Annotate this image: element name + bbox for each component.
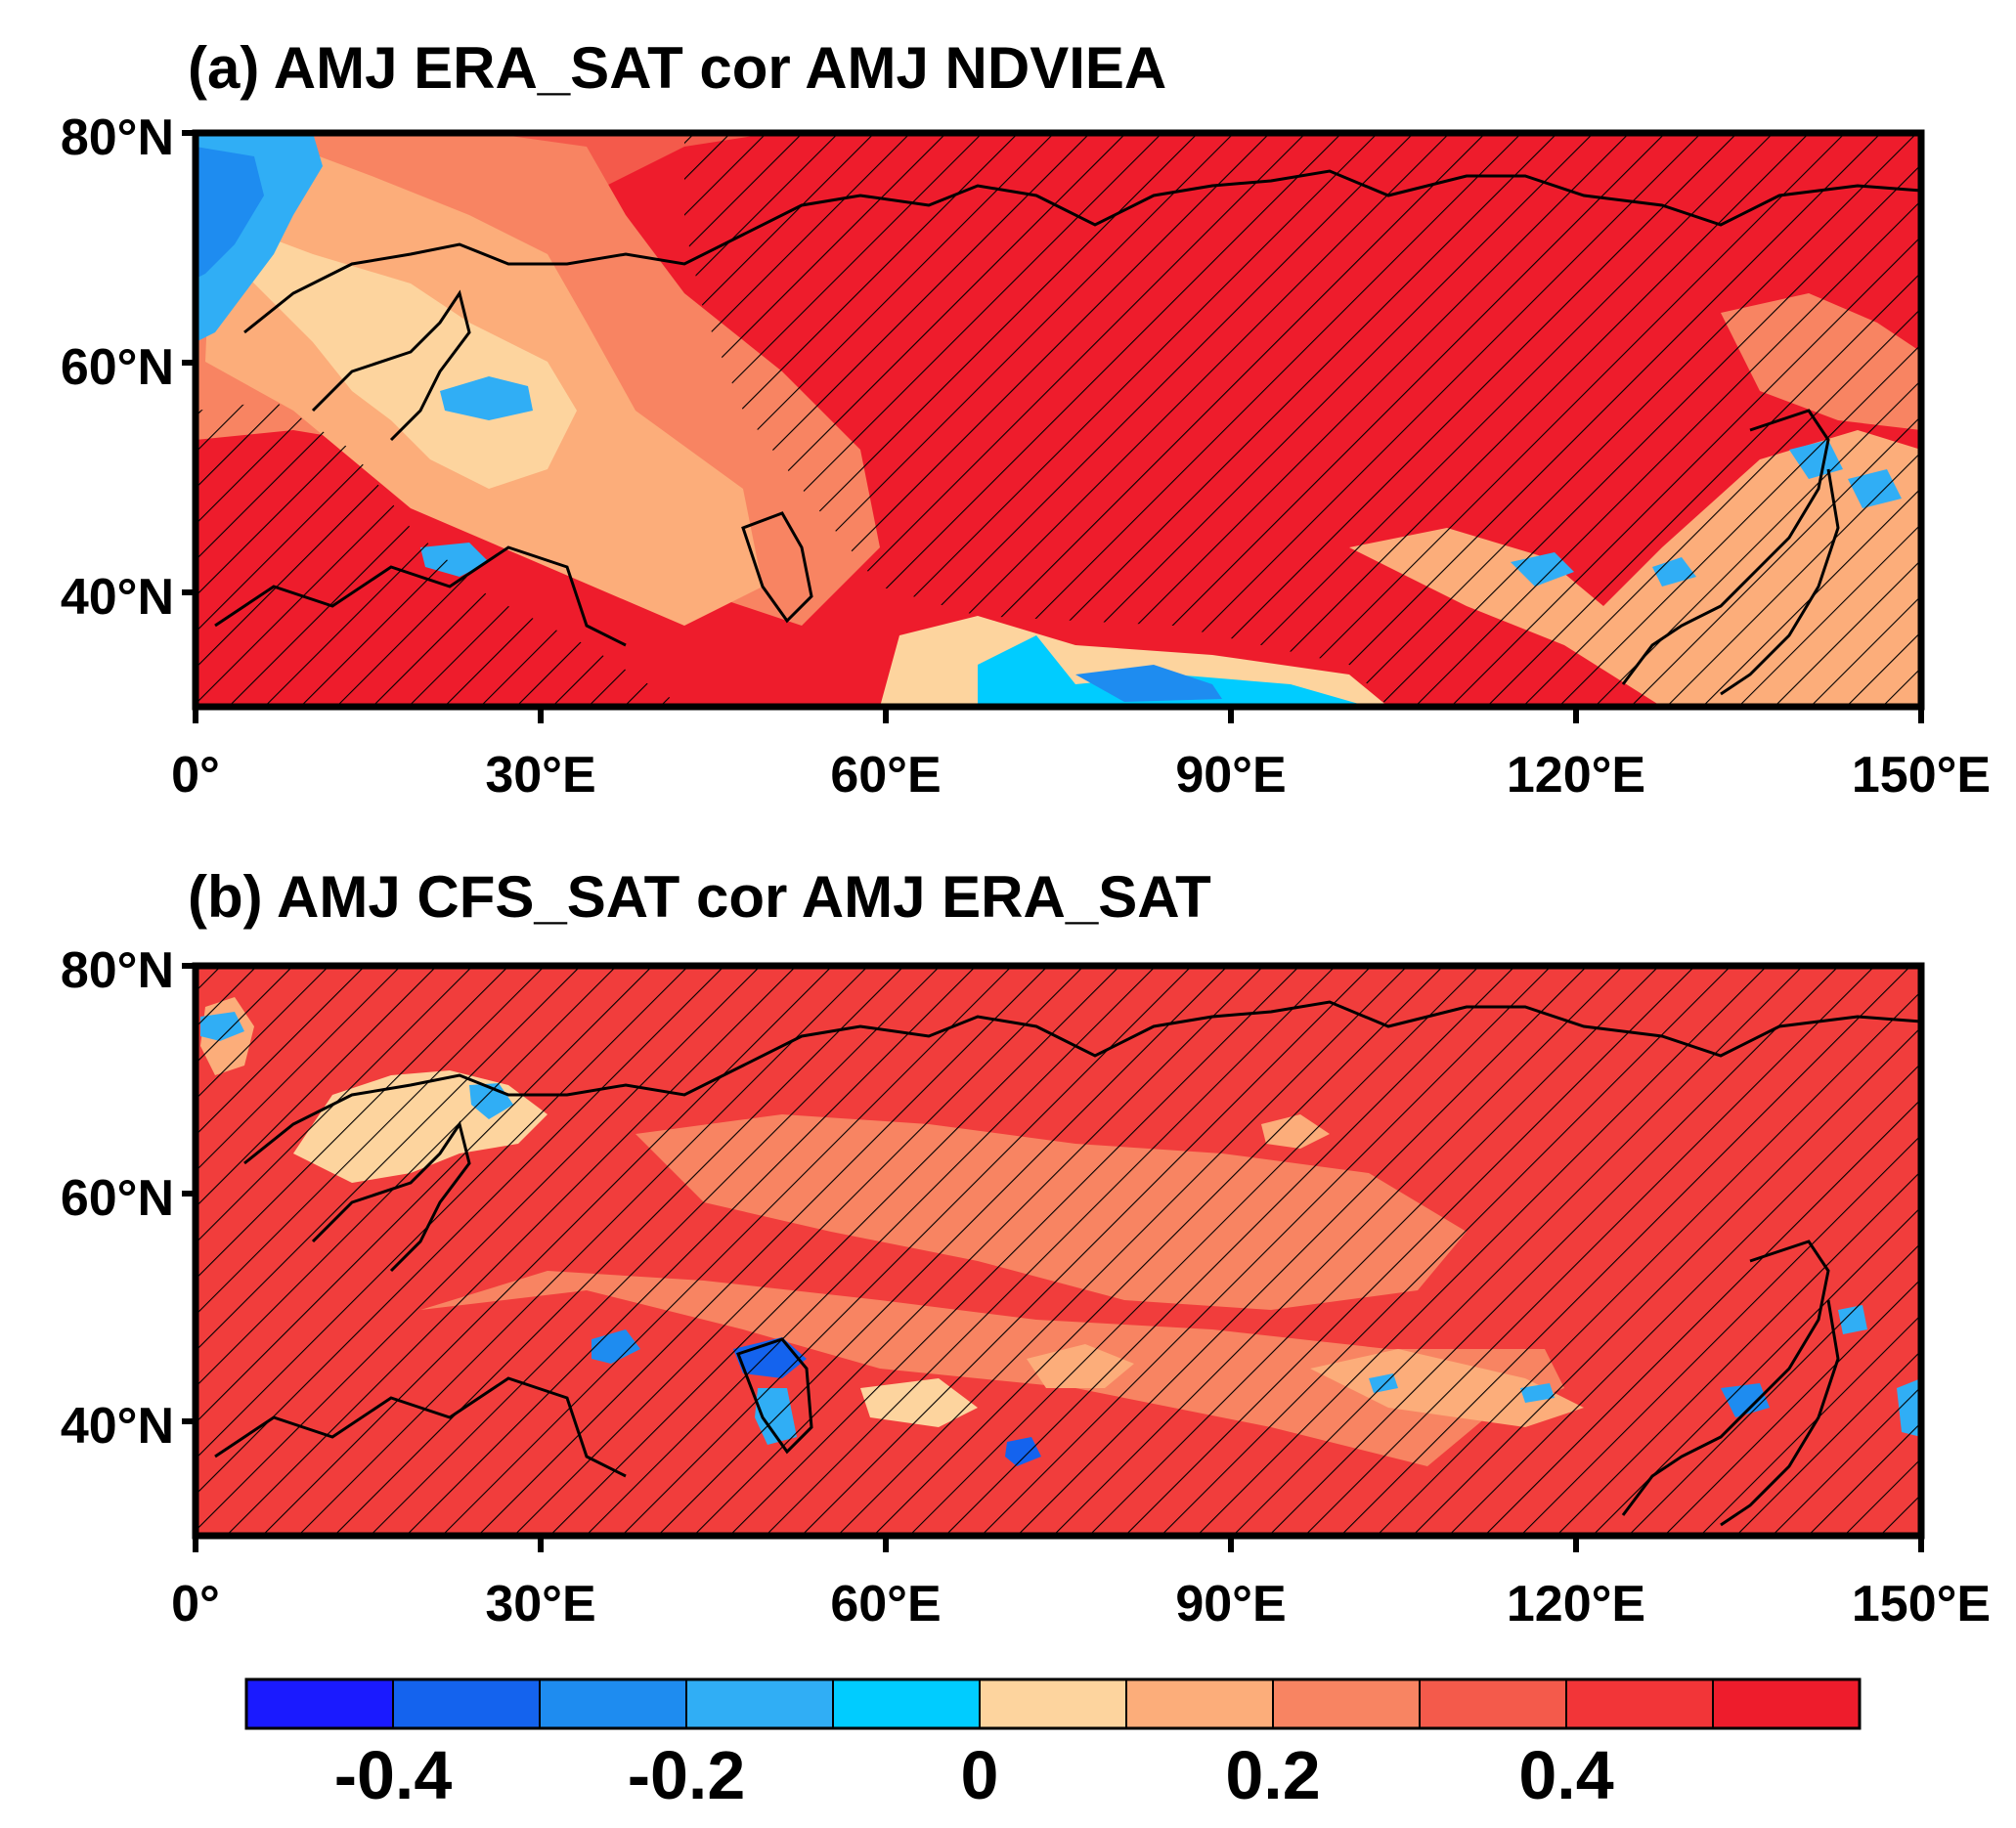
colorbar-swatch: [392, 1678, 541, 1729]
colorbar-label-m04: -0.4: [334, 1737, 453, 1813]
panel-a-coastline: [243, 169, 1921, 334]
colorbar-swatch: [685, 1678, 834, 1729]
panel-b-coast-baltic: [311, 1120, 471, 1273]
panel-b-lon-120: 120°E: [1507, 1576, 1645, 1632]
panel-b: (b) AMJ CFS_SAT cor AMJ ERA_SAT: [61, 864, 1991, 1632]
colorbar-swatch: [1565, 1678, 1714, 1729]
panel-a-lat-40: 40°N: [61, 569, 174, 626]
panel-a-lat-60: 60°N: [61, 339, 174, 396]
panel-b-coast-caspian: [736, 1337, 813, 1455]
panel-a-lon-0: 0°: [171, 747, 220, 804]
colorbar-swatch: [1712, 1678, 1861, 1729]
panel-a-coast-med: [214, 545, 627, 647]
panel-b-frame: [192, 962, 1925, 1540]
panel-a-hatch-sw: [196, 401, 684, 707]
panel-a-title: (a) AMJ ERA_SAT cor AMJ NDVIEA: [188, 35, 1166, 101]
colorbar-swatch: [832, 1678, 981, 1729]
panel-a-lon-90: 90°E: [1175, 747, 1286, 804]
panel-b-title: (b) AMJ CFS_SAT cor AMJ ERA_SAT: [188, 864, 1211, 930]
panel-b-lat-40: 40°N: [61, 1398, 174, 1455]
panel-b-hatch: [196, 966, 1921, 1536]
colorbar: -0.4 -0.2 0 0.2 0.4: [244, 1677, 1862, 1813]
panel-b-lon-30: 30°E: [485, 1576, 595, 1632]
colorbar-swatch: [539, 1678, 687, 1729]
panel-a: (a) AMJ ERA_SAT cor AMJ NDVIEA: [61, 35, 1991, 804]
panel-b-map: [196, 966, 1921, 1536]
panel-a-neg-scand: [440, 376, 533, 420]
panel-a-map: [196, 133, 1921, 707]
panel-b-lat-80: 80°N: [61, 942, 174, 999]
panel-a-field-000: [235, 225, 577, 489]
panel-a-coast-japan: [1720, 468, 1840, 696]
panel-b-lon-axis: 0° 30°E 60°E 90°E 120°E 150°E: [171, 1536, 1991, 1632]
colorbar-label-04: 0.4: [1518, 1737, 1613, 1813]
colorbar-frame: [244, 1677, 1862, 1730]
panel-b-lon-60: 60°E: [830, 1576, 941, 1632]
panel-b-lon-90: 90°E: [1175, 1576, 1286, 1632]
panel-b-coast-east: [1621, 1240, 1830, 1516]
panel-b-lat-axis: 80°N 60°N 40°N: [61, 942, 196, 1455]
panel-a-neg-tibet: [978, 635, 1369, 707]
panel-b-lon-150: 150°E: [1852, 1576, 1991, 1632]
colorbar-label-02: 0.2: [1225, 1737, 1320, 1813]
colorbar-swatch: [979, 1678, 1127, 1729]
panel-a-lon-axis: 0° 30°E 60°E 90°E 120°E 150°E: [171, 707, 1991, 804]
panel-b-lon-0: 0°: [171, 1576, 220, 1632]
colorbar-swatches: [245, 1678, 1861, 1729]
panel-a-frame: [192, 129, 1925, 711]
panel-b-lat-60: 60°N: [61, 1170, 174, 1227]
panel-a-lon-60: 60°E: [830, 747, 941, 804]
panel-a-lon-150: 150°E: [1852, 747, 1991, 804]
colorbar-swatch: [1272, 1678, 1421, 1729]
panel-b-coast-med: [214, 1376, 627, 1478]
panel-a-lon-30: 30°E: [485, 747, 595, 804]
panel-a-coast-baltic: [311, 289, 471, 442]
colorbar-swatch: [1419, 1678, 1567, 1729]
panel-b-coast-japan: [1720, 1299, 1840, 1527]
colorbar-label-m02: -0.2: [628, 1737, 746, 1813]
colorbar-swatch: [245, 1678, 394, 1729]
colorbar-label-0: 0: [961, 1737, 999, 1813]
colorbar-swatch: [1125, 1678, 1274, 1729]
panel-a-neg-arctic-core: [196, 147, 264, 279]
panel-a-lat-80: 80°N: [61, 109, 174, 166]
panel-a-lon-120: 120°E: [1507, 747, 1645, 804]
panel-a-lat-axis: 80°N 60°N 40°N: [61, 109, 196, 626]
panel-b-coastline: [243, 1000, 1921, 1165]
panel-a-neg-tibet2: [1075, 665, 1222, 702]
panel-a-coast-caspian: [741, 511, 813, 624]
panel-a-coast-east: [1621, 409, 1830, 685]
panel-a-hatch: [684, 133, 1921, 707]
